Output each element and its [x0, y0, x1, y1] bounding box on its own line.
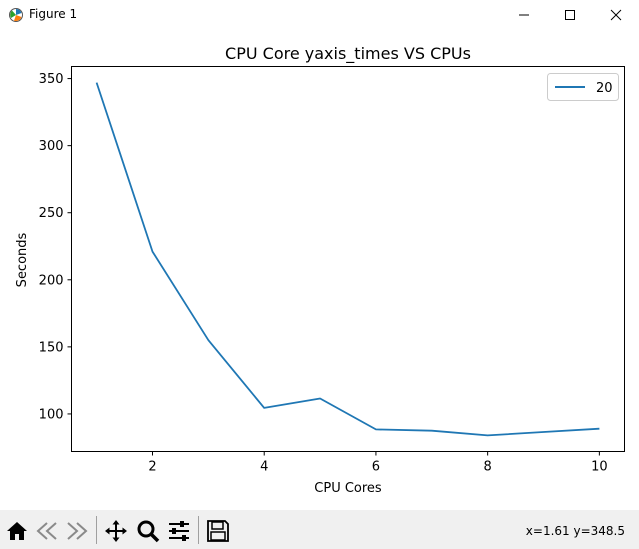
- y-axis: 100 150 200 250 300 350: [39, 72, 72, 422]
- minimize-button[interactable]: [501, 0, 547, 30]
- zoom-button[interactable]: [133, 516, 163, 546]
- y-tick-label: 350: [39, 72, 64, 87]
- navigation-toolbar: x=1.61 y=348.5: [0, 510, 639, 549]
- minimize-icon: [519, 14, 529, 16]
- y-tick-label: 300: [39, 139, 64, 154]
- sliders-icon: [169, 521, 189, 541]
- x-tick-label: 4: [260, 460, 268, 475]
- y-tick-label: 250: [39, 206, 64, 221]
- line-chart: CPU Core yaxis_times VS CPUs 2 4 6 8 10 1001…: [15, 44, 625, 496]
- app-icon: [9, 8, 23, 22]
- pan-button[interactable]: [101, 516, 131, 546]
- toolbar-separator: [198, 516, 199, 544]
- series-group: [95, 82, 600, 437]
- legend-label: 20: [596, 81, 613, 96]
- x-axis-label: CPU Cores: [314, 481, 382, 496]
- x-tick-label: 2: [148, 460, 156, 475]
- back-button[interactable]: [32, 516, 62, 546]
- pan-icon: [105, 520, 127, 542]
- x-tick-label: 8: [484, 460, 492, 475]
- save-button[interactable]: [203, 516, 233, 546]
- maximize-button[interactable]: [547, 0, 593, 30]
- cursor-coordinates: x=1.61 y=348.5: [525, 524, 625, 538]
- configure-subplots-button[interactable]: [164, 516, 194, 546]
- save-icon: [207, 520, 229, 542]
- window-titlebar: Figure 1: [0, 0, 639, 30]
- close-icon: [610, 9, 622, 21]
- y-tick-label: 200: [39, 273, 64, 288]
- x-tick-label: 10: [591, 460, 608, 475]
- figure-canvas[interactable]: CPU Core yaxis_times VS CPUs 2 4 6 8 10 100 1…: [0, 30, 639, 510]
- legend: 20: [547, 73, 619, 101]
- forward-button[interactable]: [62, 516, 92, 546]
- plot-frame: [71, 66, 625, 452]
- home-icon: [7, 522, 27, 540]
- y-tick-label: 100: [39, 407, 64, 422]
- chart-title: CPU Core yaxis_times VS CPUs: [225, 44, 471, 64]
- maximize-icon: [565, 10, 575, 20]
- toolbar-separator: [96, 516, 97, 544]
- home-button[interactable]: [2, 516, 32, 546]
- back-arrow-icon: [36, 522, 57, 540]
- close-button[interactable]: [593, 0, 639, 30]
- series-line: [95, 82, 600, 437]
- y-tick-label: 150: [39, 340, 64, 355]
- zoom-icon: [137, 520, 160, 543]
- y-axis-label: Seconds: [15, 232, 30, 287]
- x-tick-label: 6: [372, 460, 380, 475]
- window-title: Figure 1: [29, 7, 78, 21]
- forward-arrow-icon: [67, 522, 88, 540]
- x-axis: 2 4 6 8 10: [148, 451, 608, 475]
